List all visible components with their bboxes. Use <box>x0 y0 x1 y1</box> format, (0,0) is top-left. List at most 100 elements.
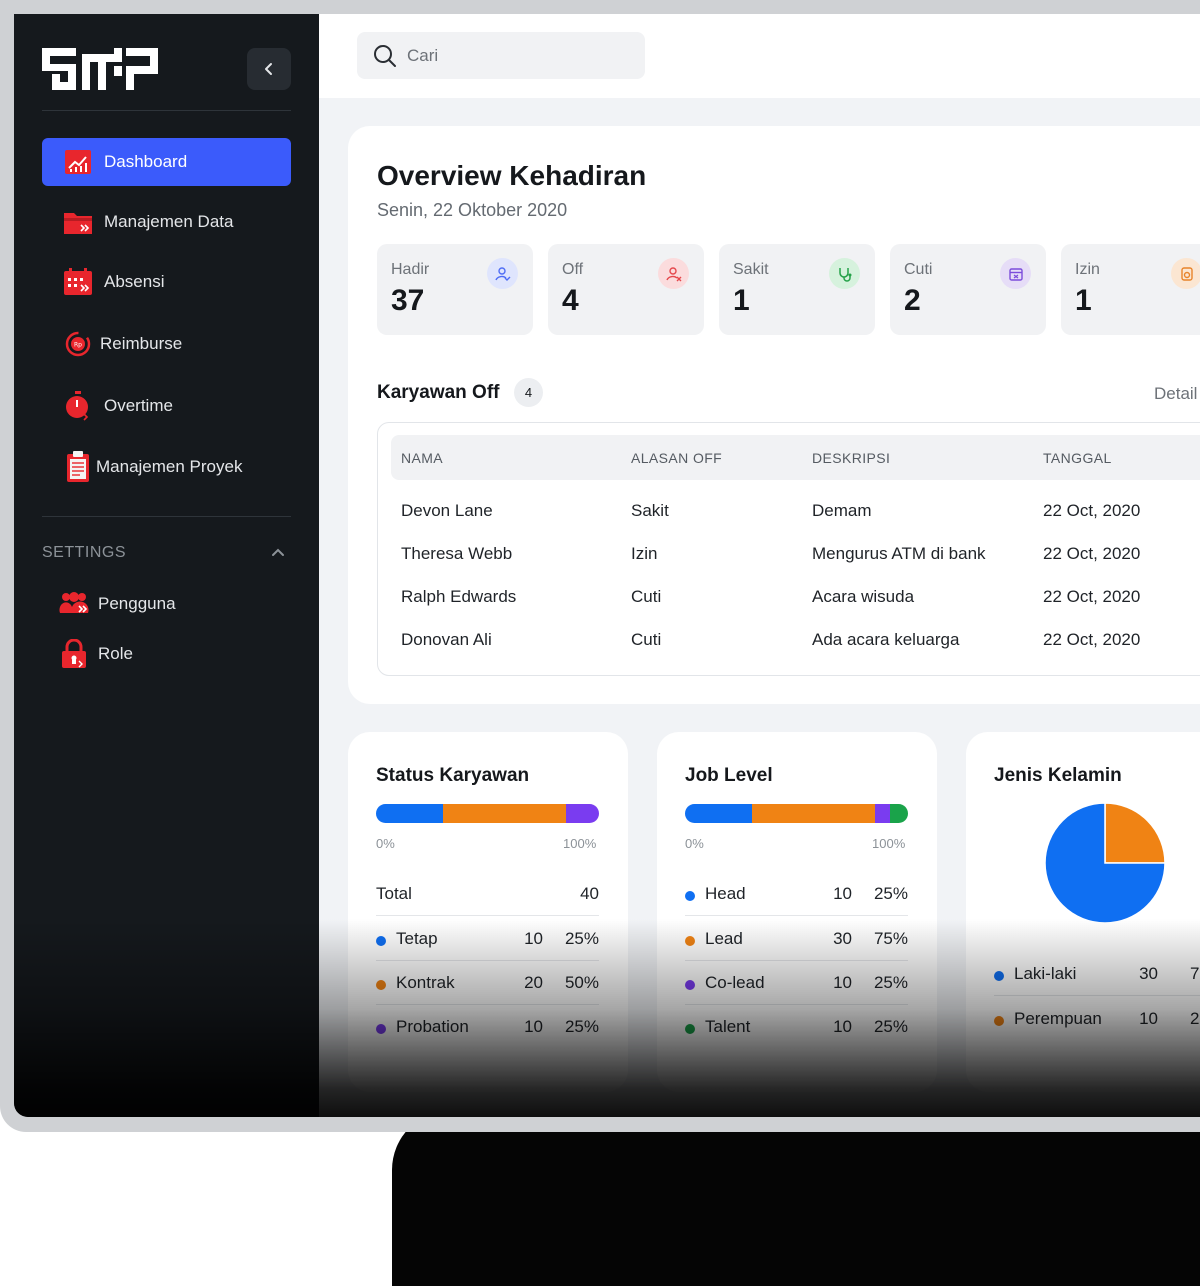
item-count: 10 <box>833 1017 852 1036</box>
cell-deskripsi: Acara wisuda <box>812 587 915 606</box>
item-percent: 25% <box>873 1017 908 1036</box>
karyawan-off-table: NAMA ALASAN OFF DESKRIPSI TANGGAL Devon … <box>377 422 1200 676</box>
list-item: Head 10 25% <box>685 872 908 916</box>
folder-icon <box>62 206 94 238</box>
sidebar-item-label: Role <box>98 644 133 663</box>
svg-text:Rp: Rp <box>74 342 82 349</box>
cell-deskripsi: Mengurus ATM di bank <box>812 544 986 563</box>
item-name: Perempuan <box>1014 1009 1102 1028</box>
sidebar-item-reimburse[interactable]: Rp Reimburse <box>42 320 291 368</box>
stat-card-izin[interactable]: Izin 1 <box>1061 244 1200 335</box>
card-title: Jenis Kelamin <box>994 765 1122 786</box>
top-bar <box>319 14 1200 98</box>
cell-tanggal: 22 Oct, 2020 <box>1043 630 1141 649</box>
monitor-stand <box>392 1110 1200 1286</box>
status-karyawan-stacked-bar <box>376 804 599 823</box>
cell-alasan: Izin <box>631 544 658 563</box>
card-title: Job Level <box>685 765 773 786</box>
cell-tanggal: 22 Oct, 2020 <box>1043 544 1141 563</box>
search-input[interactable] <box>407 45 627 66</box>
legend-dot <box>376 1024 386 1034</box>
cell-alasan: Cuti <box>631 630 662 649</box>
sidebar-collapse-button[interactable] <box>247 48 291 90</box>
sidebar-item-pengguna[interactable]: Pengguna <box>42 580 291 628</box>
legend-dot <box>685 891 695 901</box>
cell-nama: Ralph Edwards <box>401 587 517 606</box>
overview-card: Overview Kehadiran Senin, 22 Oktober 202… <box>348 126 1200 704</box>
sidebar-divider <box>42 516 291 517</box>
table-header: NAMA ALASAN OFF DESKRIPSI TANGGAL <box>391 435 1200 480</box>
item-percent: 50% <box>564 973 599 992</box>
sidebar-item-label: Reimburse <box>100 334 183 353</box>
list-item: Tetap 10 25% <box>376 917 599 961</box>
list-item: Talent 10 25% <box>685 1005 908 1049</box>
sidebar-item-role[interactable]: Role <box>42 630 291 678</box>
karyawan-off-title: Karyawan Off <box>377 382 500 403</box>
app-logo[interactable] <box>42 48 158 95</box>
column-header-nama[interactable]: NAMA <box>401 450 444 466</box>
sidebar-item-label: Manajemen Proyek <box>96 457 243 476</box>
chart-icon <box>62 146 94 178</box>
stat-value: 1 <box>1075 284 1092 317</box>
stat-card-cuti[interactable]: Cuti 2 <box>890 244 1046 335</box>
detail-link[interactable]: Detail <box>1154 384 1198 403</box>
settings-section-toggle[interactable]: SETTINGS <box>42 544 291 562</box>
users-icon <box>58 588 90 620</box>
total-label: Total <box>376 884 412 903</box>
pie-slice-perempuan <box>1104 802 1166 864</box>
lock-icon <box>58 638 90 670</box>
cell-deskripsi: Demam <box>812 501 872 520</box>
stat-card-sakit[interactable]: Sakit 1 <box>719 244 875 335</box>
sidebar-item-dashboard[interactable]: Dashboard <box>42 138 291 186</box>
karyawan-off-count-badge: 4 <box>514 378 543 407</box>
legend-dot <box>685 1024 695 1034</box>
bar-max-label: 100% <box>563 836 597 851</box>
column-header-deskripsi[interactable]: DESKRIPSI <box>812 450 891 466</box>
item-name: Lead <box>705 929 743 948</box>
item-count: 10 <box>524 1017 543 1036</box>
bar-min-label: 0% <box>376 836 395 851</box>
bar-segment <box>376 804 443 823</box>
stat-card-off[interactable]: Off 4 <box>548 244 704 335</box>
item-percent: 25% <box>1189 1009 1200 1028</box>
legend-dot <box>376 980 386 990</box>
item-name: Head <box>705 884 746 903</box>
sidebar-item-overtime[interactable]: Overtime <box>42 382 291 430</box>
sidebar-item-manajemen-proyek[interactable]: Manajemen Proyek <box>42 443 291 491</box>
cell-alasan: Sakit <box>631 501 669 520</box>
cell-tanggal: 22 Oct, 2020 <box>1043 501 1141 520</box>
total-value: 40 <box>580 884 599 903</box>
item-count: 30 <box>833 929 852 948</box>
column-header-alasan[interactable]: ALASAN OFF <box>631 450 723 466</box>
list-item: Laki-laki 30 75% <box>994 952 1200 996</box>
sidebar-item-absensi[interactable]: Absensi <box>42 258 291 306</box>
cell-nama: Donovan Ali <box>401 630 492 649</box>
cell-nama: Devon Lane <box>401 501 493 520</box>
stat-label: Cuti <box>904 261 933 278</box>
sidebar-item-label: Dashboard <box>104 152 188 171</box>
job-level-card: Job Level 0% 100% Head 10 25% Lead 30 75… <box>657 732 937 1092</box>
column-header-tanggal[interactable]: TANGGAL <box>1043 450 1112 466</box>
stat-value: 37 <box>391 284 425 317</box>
cell-deskripsi: Ada acara keluarga <box>812 630 960 649</box>
chevron-left-icon <box>265 63 272 75</box>
stat-value: 1 <box>733 284 750 317</box>
search-box[interactable] <box>357 32 645 79</box>
item-percent: 75% <box>873 929 908 948</box>
stat-card-hadir[interactable]: Hadir 37 <box>377 244 533 335</box>
legend-dot <box>685 980 695 990</box>
item-name: Talent <box>705 1017 751 1036</box>
legend-dot <box>994 971 1004 981</box>
sidebar-item-manajemen-data[interactable]: Manajemen Data <box>42 198 291 246</box>
item-percent: 25% <box>564 929 599 948</box>
list-item: Co-lead 10 25% <box>685 961 908 1005</box>
bar-segment <box>890 804 908 823</box>
list-item: Probation 10 25% <box>376 1005 599 1049</box>
item-percent: 25% <box>564 1017 599 1036</box>
item-count: 30 <box>1139 964 1158 983</box>
item-name: Laki-laki <box>1014 964 1077 983</box>
calendar-x-icon <box>1000 258 1031 289</box>
list-item: Lead 30 75% <box>685 917 908 961</box>
item-name: Co-lead <box>705 973 765 992</box>
